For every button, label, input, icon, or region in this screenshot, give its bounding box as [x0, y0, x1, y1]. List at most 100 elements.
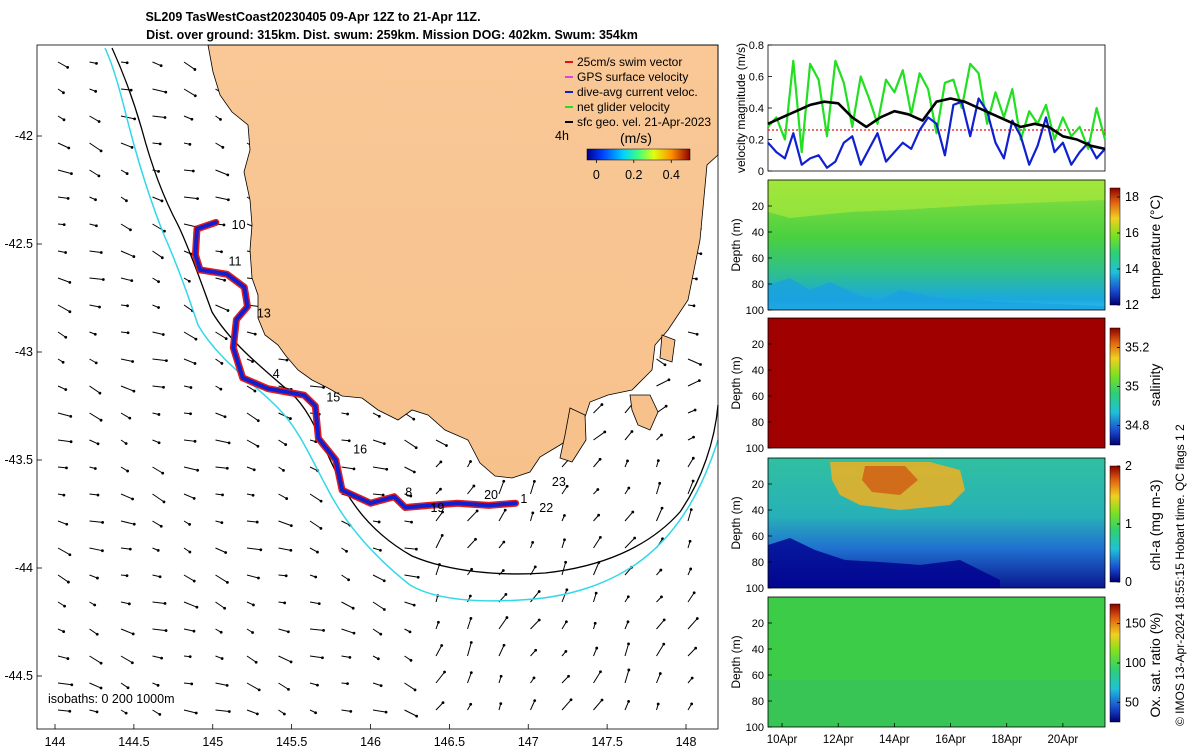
current-arrow — [89, 277, 104, 280]
current-arrow-head — [70, 683, 74, 687]
current-arrow-head — [126, 469, 130, 473]
current-arrow — [341, 520, 351, 526]
current-arrow-head — [658, 672, 662, 675]
current-arrow-head — [195, 605, 199, 609]
map-x-tick-label: 144.5 — [118, 735, 149, 749]
current-arrow-head — [656, 459, 660, 463]
current-arrow — [89, 493, 99, 496]
current-arrow-head — [257, 576, 260, 580]
colorbar-tick-label: 35.2 — [1125, 341, 1149, 355]
current-arrow-head — [660, 433, 663, 437]
current-arrow — [89, 115, 100, 122]
current-arrow-head — [99, 686, 103, 690]
current-arrow — [624, 643, 630, 657]
chla-clabel: chl-a (mg m-3) — [1147, 479, 1163, 570]
current-arrow-head — [69, 440, 73, 444]
current-arrow — [404, 547, 417, 550]
current-arrow — [246, 574, 259, 579]
current-arrow-head — [499, 674, 503, 678]
current-arrow — [467, 642, 472, 657]
current-arrow — [89, 439, 99, 445]
current-arrow-head — [99, 251, 103, 254]
current-arrow — [215, 304, 229, 311]
current-arrow-head — [69, 414, 73, 418]
current-arrow-head — [132, 522, 136, 526]
oxygen-deep-band — [768, 680, 1105, 727]
current-arrow-head — [289, 524, 293, 528]
current-arrow-head — [469, 460, 472, 463]
colorbar-tick-label: 100 — [1125, 656, 1146, 670]
current-arrow-head — [379, 684, 383, 688]
current-arrow-head — [257, 688, 261, 692]
current-arrow-head — [163, 602, 167, 605]
current-arrow — [624, 431, 633, 441]
current-arrow-head — [594, 591, 598, 595]
current-arrow-head — [253, 332, 257, 336]
depth-tick-label: 60 — [752, 670, 764, 682]
current-arrow-head — [99, 661, 103, 665]
current-arrow-head — [225, 683, 229, 687]
current-arrow — [372, 709, 387, 713]
current-arrow-head — [224, 337, 228, 341]
current-arrow-head — [66, 196, 70, 200]
current-arrow-head — [99, 418, 103, 422]
current-arrow — [246, 331, 256, 335]
map-x-tick-label: 147 — [518, 735, 539, 749]
current-arrow — [278, 493, 287, 500]
current-arrow — [183, 493, 195, 499]
oxygen-clabel: Ox. sat. ratio (%) — [1147, 612, 1163, 717]
current-arrow — [183, 709, 197, 714]
current-arrow-head — [62, 630, 66, 633]
current-arrow — [183, 628, 195, 632]
current-arrow — [656, 673, 661, 684]
depth-tick-label: 100 — [746, 583, 764, 595]
current-arrow-head — [131, 632, 135, 636]
current-arrow — [246, 709, 258, 715]
current-arrow-head — [224, 551, 228, 554]
current-arrow-head — [64, 388, 68, 391]
current-arrow-head — [534, 648, 538, 652]
current-arrow-head — [319, 499, 323, 503]
current-arrow-head — [126, 686, 130, 690]
current-arrow-head — [162, 500, 166, 504]
current-arrow-head — [157, 169, 160, 173]
current-arrow-head — [219, 630, 223, 634]
current-arrow-head — [598, 457, 602, 461]
current-arrow-head — [62, 118, 66, 122]
current-arrow-head — [692, 435, 695, 439]
current-arrow-head — [189, 412, 192, 416]
current-arrow-head — [691, 479, 695, 483]
current-arrow — [309, 493, 322, 502]
legend-label: GPS surface velocity — [577, 70, 688, 84]
speed-colorbar — [586, 148, 691, 161]
current-arrow-head — [565, 588, 569, 592]
current-arrow-head — [504, 593, 508, 596]
current-arrow — [435, 511, 443, 522]
current-arrow — [561, 621, 567, 630]
current-arrow-head — [220, 521, 224, 524]
colorbar-tick-label: 14 — [1125, 262, 1139, 276]
salinity-ylabel: Depth (m) — [729, 356, 743, 409]
current-arrow-head — [412, 603, 416, 607]
current-arrow-head — [164, 90, 168, 94]
current-arrow — [435, 702, 444, 711]
current-arrow-head — [157, 306, 160, 309]
current-arrow-head — [188, 550, 192, 554]
current-arrow-head — [129, 88, 133, 92]
current-arrow-head — [377, 414, 381, 418]
current-arrow — [152, 466, 163, 474]
legend-label: dive-avg current veloc. — [577, 85, 698, 99]
current-arrow-head — [226, 309, 230, 312]
current-arrow-head — [188, 655, 192, 659]
current-arrow — [57, 277, 70, 283]
current-arrow-head — [193, 439, 197, 443]
current-arrow — [467, 538, 476, 549]
current-arrow-head — [563, 514, 566, 517]
current-arrow-head — [255, 712, 259, 716]
colorbar-tick-label: 18 — [1125, 190, 1139, 204]
current-arrow — [246, 412, 259, 422]
current-arrow-head — [633, 536, 637, 540]
current-arrow-head — [125, 199, 128, 203]
current-arrow-head — [692, 591, 696, 595]
